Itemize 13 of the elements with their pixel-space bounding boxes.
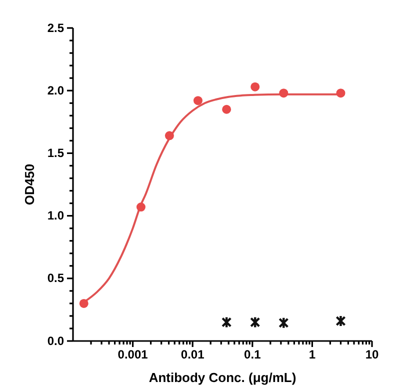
y-tick-label: 0.5 — [47, 271, 64, 286]
x-tick-label: 0.1 — [244, 348, 262, 362]
x-tick-label: 10 — [365, 348, 379, 362]
y-tick-label: 2.5 — [47, 20, 64, 35]
y-tick-label: 1.0 — [47, 208, 64, 223]
y-axis-title: OD450 — [22, 164, 37, 206]
y-tick-label: 0.0 — [47, 334, 64, 348]
x-tick-label: 0.01 — [180, 348, 205, 362]
y-tick-label: 2.0 — [47, 83, 64, 98]
y-tick-label: 1.5 — [47, 146, 64, 160]
x-axis-title: Antibody Conc. (μg/mL) — [148, 370, 296, 385]
x-tick-label: 0.001 — [118, 348, 148, 362]
x-tick-label: 1 — [308, 348, 316, 362]
